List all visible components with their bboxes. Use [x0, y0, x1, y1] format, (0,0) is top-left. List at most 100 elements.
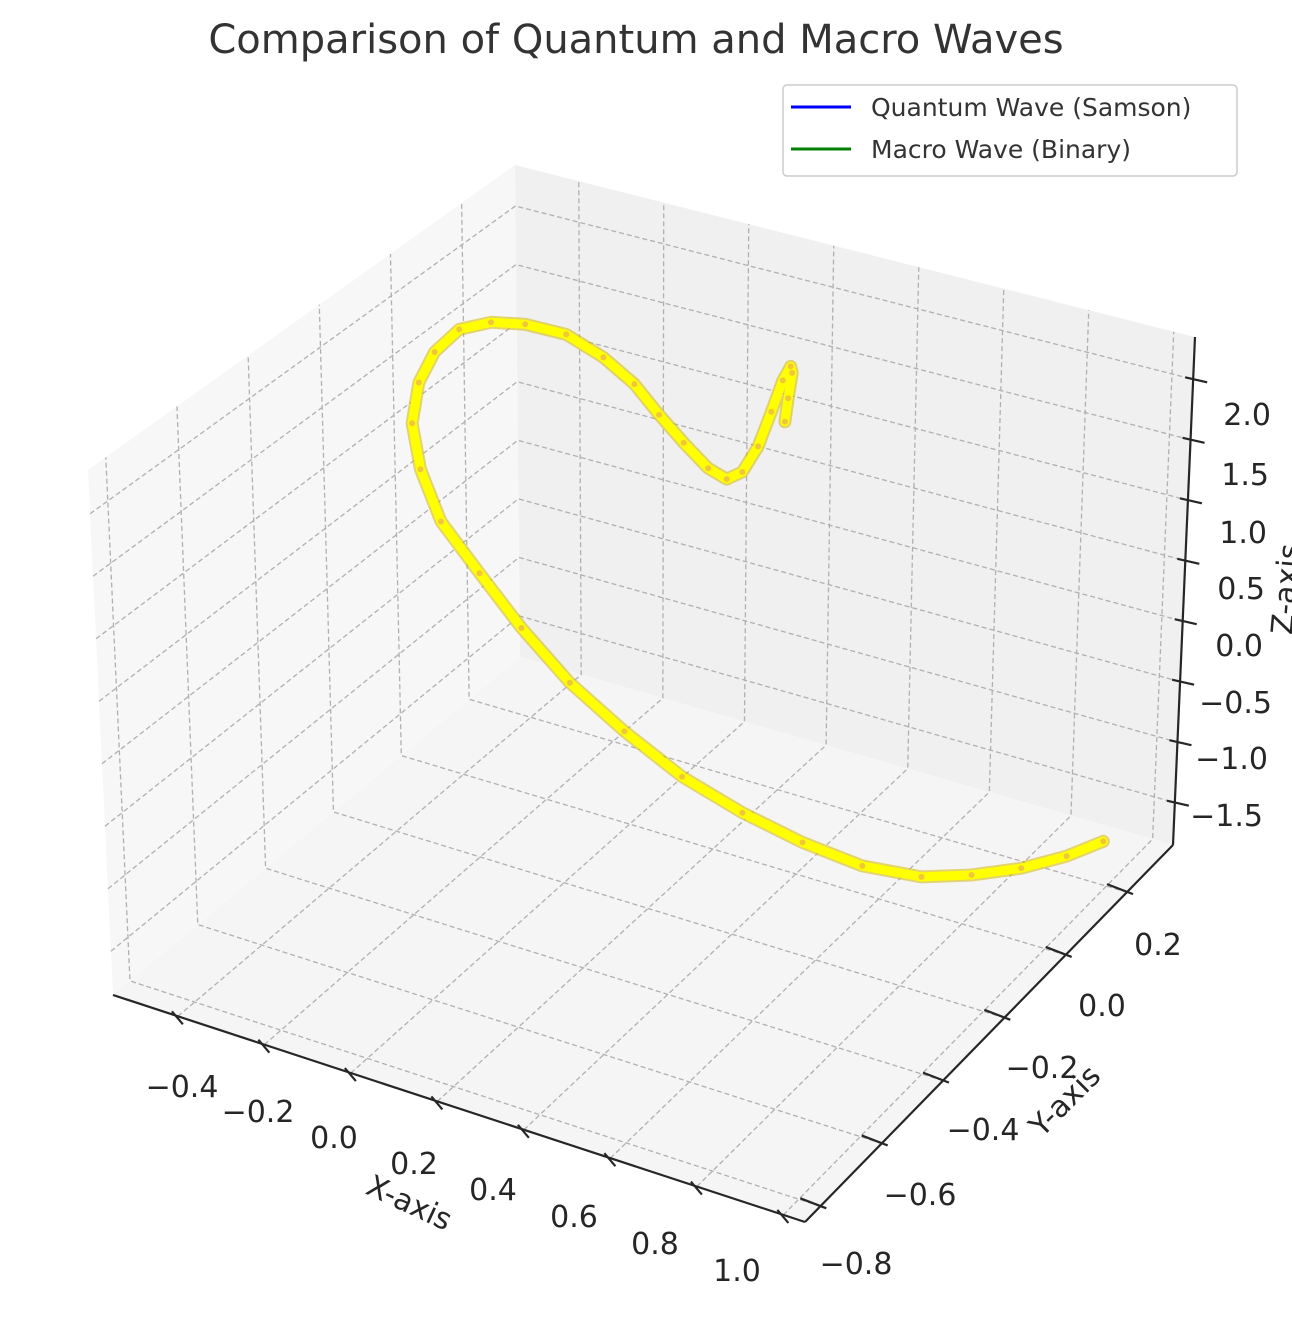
y-gridline — [247, 355, 944, 1082]
x-gridline — [782, 331, 1175, 1216]
left-pane-xz — [88, 165, 520, 995]
x-tick-label: 0.6 — [550, 1200, 598, 1235]
x-tick-label: 0.0 — [310, 1121, 358, 1156]
wave-curve-marker — [787, 363, 794, 370]
chart-title: Comparison of Quantum and Macro Waves — [208, 17, 1063, 63]
wave-curve-marker — [409, 420, 416, 427]
wave-curve-marker — [679, 773, 686, 780]
wave-curve-marker — [417, 466, 424, 473]
wave-curve-marker — [563, 331, 570, 338]
y-tick-label: 0.0 — [1078, 989, 1126, 1024]
z-gridline — [89, 205, 1194, 515]
wave-curve-marker — [705, 465, 712, 472]
z-gridline — [95, 322, 1189, 640]
y-tick-mark — [1045, 945, 1073, 958]
wave-curve-marker — [518, 625, 525, 631]
y-tick-label: 0.2 — [1134, 928, 1182, 963]
wave-curve-marker — [799, 839, 806, 846]
z-tick-label: 0.0 — [1215, 629, 1263, 664]
z-gridline — [101, 439, 1183, 765]
z-tick-mark — [1174, 618, 1197, 626]
wave-curve-marker — [456, 326, 463, 333]
wave-curve-marker — [768, 408, 775, 415]
y-gridline — [105, 457, 821, 1207]
floor-pane-xy — [113, 657, 1173, 1222]
y-tick-mark — [922, 1071, 950, 1084]
x-tick-mark — [171, 1010, 184, 1025]
wave-curve-marker — [968, 872, 975, 878]
x-tick-label: 0.4 — [469, 1173, 517, 1208]
z-tick-label: 1.0 — [1219, 516, 1267, 551]
legend-box — [782, 84, 1238, 177]
wave-curve-marker — [1063, 853, 1070, 860]
x-tick-label: −0.4 — [146, 1070, 219, 1105]
z-tick-label: 1.5 — [1221, 458, 1269, 493]
z-tick-mark — [1184, 376, 1208, 384]
x-tick-label: −0.2 — [222, 1095, 295, 1130]
y-tick-mark — [861, 1134, 889, 1147]
x-tick-label: 0.8 — [631, 1227, 679, 1262]
wave-curve-marker — [438, 518, 444, 525]
legend: Quantum Wave (Samson) Macro Wave (Binary… — [782, 84, 1238, 177]
wave-curve-marker — [723, 476, 730, 483]
y-gridline — [318, 304, 1005, 1019]
y-tick-label: −0.8 — [820, 1247, 893, 1282]
x-gridline — [263, 202, 665, 1046]
z-tick-mark — [1171, 678, 1195, 686]
x-tick-mark — [690, 1180, 703, 1196]
wave-curve-line — [407, 317, 1108, 882]
y-gridline — [460, 203, 1128, 893]
z-tick-labels: −1.5 −1.0 −0.5 0.0 0.5 1.0 1.5 2.0 — [1190, 398, 1272, 834]
y-tick-label: −0.4 — [947, 1113, 1020, 1148]
x-gridline — [436, 245, 835, 1102]
x-tick-mark — [776, 1209, 790, 1224]
wave-curve-marker — [785, 395, 792, 402]
z-gridline — [98, 381, 1186, 702]
z-tick-label: 2.0 — [1223, 398, 1271, 433]
x-tick-mark — [517, 1124, 530, 1139]
legend-label-macro: Macro Wave (Binary) — [871, 135, 1131, 164]
wave-curve-marker — [600, 354, 607, 361]
wave-curve-marker — [476, 570, 483, 577]
wave-curve-marker — [781, 418, 788, 425]
wave-curve-marker — [522, 321, 529, 328]
z-tick-label: −0.5 — [1199, 686, 1272, 721]
z-tick-mark — [1177, 557, 1200, 565]
z-axis-line — [1171, 336, 1197, 846]
x-gridline — [696, 310, 1090, 1187]
y-tick-mark — [1106, 883, 1134, 896]
wave-curve-marker — [415, 379, 422, 386]
y-tick-mark — [799, 1197, 827, 1210]
wave-curve-marker — [656, 411, 663, 418]
z-tick-label: −1.5 — [1190, 799, 1263, 834]
wave-curve-marker — [1100, 838, 1107, 845]
y-tick-mark — [983, 1008, 1011, 1021]
wave-curve-marker — [631, 381, 638, 388]
wave-curve-marker — [431, 349, 438, 355]
y-axis-line — [804, 844, 1174, 1223]
wave-curve-marker — [789, 369, 796, 376]
wave-curve-marker — [621, 728, 628, 735]
x-tick-labels: −0.4 −0.2 0.0 0.2 0.4 0.6 0.8 1.0 — [146, 1070, 761, 1289]
z-tick-mark — [1169, 739, 1192, 747]
x-tick-mark — [603, 1152, 617, 1167]
wave-curve-marker — [1018, 865, 1025, 872]
wave-curve-marker — [859, 862, 866, 869]
wave-curve-marker — [566, 679, 573, 686]
wave-curve-marker — [779, 377, 786, 384]
z-tick-mark — [1179, 497, 1203, 505]
wave-curve-marker — [918, 873, 925, 880]
x-tick-label: 1.0 — [713, 1254, 761, 1289]
x-tick-mark — [344, 1067, 357, 1082]
wave-curve-marker — [755, 443, 762, 450]
legend-label-quantum: Quantum Wave (Samson) — [871, 93, 1191, 122]
z-gridline — [104, 498, 1181, 827]
z-tick-label: 0.5 — [1217, 572, 1265, 607]
x-gridline — [350, 224, 750, 1074]
wave-curve-marker — [488, 319, 494, 326]
wave-curve — [405, 315, 1110, 884]
x-tick-mark — [430, 1095, 444, 1111]
z-tick-label: −1.0 — [1195, 742, 1268, 777]
z-tick-mark — [1166, 799, 1190, 807]
